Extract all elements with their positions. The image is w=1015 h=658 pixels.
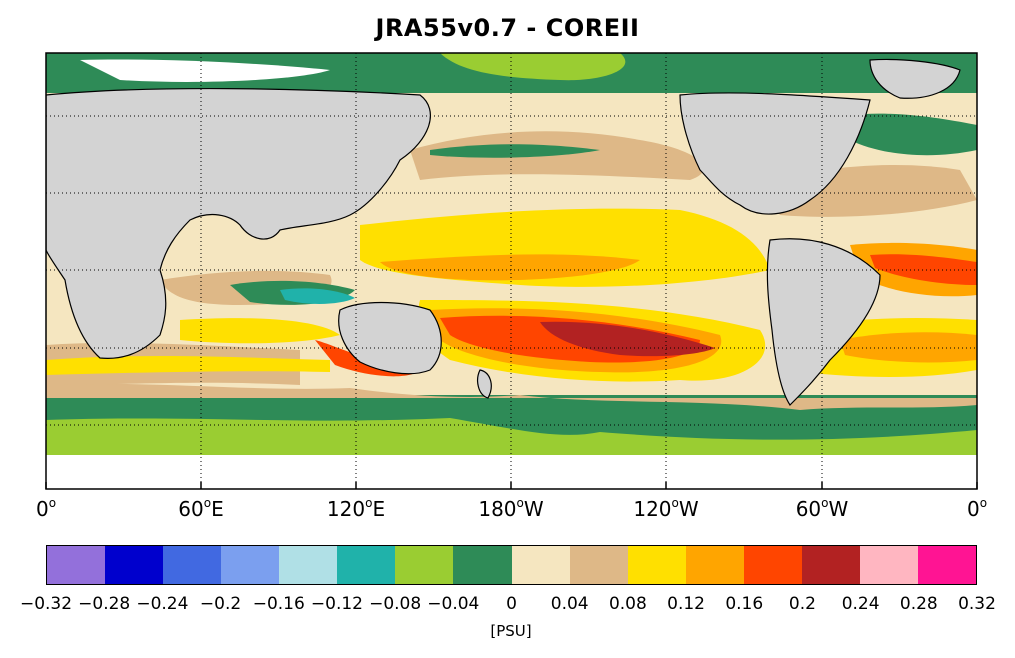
greenland (869, 58, 961, 99)
colorbar-tick-label: 0.24 (841, 594, 880, 614)
colorbar-swatch (685, 546, 744, 584)
north-america (679, 92, 871, 215)
new-zealand (477, 369, 492, 399)
arctic-green-patch (440, 53, 626, 81)
map-field (46, 53, 977, 489)
south-america (766, 238, 881, 406)
colorbar-swatch (221, 546, 280, 584)
colorbar-swatch (917, 546, 976, 584)
south-indian-yellow (46, 355, 330, 375)
colorbar-tick-label: −0.08 (369, 594, 422, 614)
colorbar-tick-label: −0.12 (310, 594, 363, 614)
tick-marks (45, 482, 978, 489)
north-pacific-green (430, 144, 600, 158)
colorbar (46, 545, 977, 585)
x-tick-label: 180oW (478, 496, 544, 521)
continents (46, 58, 961, 406)
australia (338, 301, 442, 375)
south-pacific-darkred (540, 321, 715, 357)
colorbar-swatch (163, 546, 222, 584)
colorbar-tick-label: −0.24 (136, 594, 189, 614)
eurasia-africa (46, 87, 431, 359)
tropical-pacific-orange (380, 254, 640, 281)
colorbar-swatch (395, 546, 454, 584)
arctic-ice-patch (80, 59, 330, 82)
x-tick-label: 60oW (795, 496, 849, 521)
colorbar-swatch (569, 546, 628, 584)
colorbar-swatch (47, 546, 106, 584)
colorbar-units: [PSU] (490, 622, 532, 640)
x-tick-label: 60oE (178, 496, 224, 521)
colorbar-tick-label: −0.28 (78, 594, 131, 614)
south-atlantic-orange (840, 332, 977, 363)
southern-tan-band (46, 383, 977, 410)
colorbar-swatch (105, 546, 164, 584)
colorbar-swatch (859, 546, 918, 584)
map-title: JRA55v0.7 - COREII (375, 14, 640, 42)
colorbar-swatch (337, 546, 396, 584)
x-tick-label: 120oW (633, 496, 699, 521)
north-pacific-tan (410, 131, 704, 180)
colorbar-tick-label: 0.28 (899, 594, 938, 614)
colorbar-swatch (743, 546, 802, 584)
x-tick-label: 120oE (326, 496, 386, 521)
indian-teal (280, 288, 355, 304)
colorbar-tick-label: −0.2 (199, 594, 242, 614)
colorbar-swatch (801, 546, 860, 584)
colorbar-tick-label: −0.04 (427, 594, 480, 614)
tropical-atlantic-red (870, 254, 977, 285)
colorbar-tick-label: 0.04 (550, 594, 589, 614)
indian-yellow (180, 318, 340, 344)
colorbar-tick-label: 0.2 (788, 594, 816, 614)
graticule (46, 53, 977, 489)
colorbar-tick-label: 0.32 (958, 594, 996, 614)
colorbar-tick-label: 0.08 (608, 594, 647, 614)
colorbar-swatch (627, 546, 686, 584)
x-tick-label: 0o (966, 496, 988, 521)
colorbar-tick-label: 0 (506, 594, 517, 614)
north-atlantic-green (850, 113, 977, 156)
colorbar-tick-label: −0.16 (252, 594, 305, 614)
colorbar-swatch (511, 546, 570, 584)
colorbar-tick-label: 0.16 (725, 594, 764, 614)
x-tick-label: 0o (35, 496, 57, 521)
colorbar-tick-label: 0.12 (667, 594, 705, 614)
colorbar-tick-label: −0.32 (19, 594, 73, 614)
colorbar-swatch (453, 546, 512, 584)
colorbar-swatch (279, 546, 338, 584)
